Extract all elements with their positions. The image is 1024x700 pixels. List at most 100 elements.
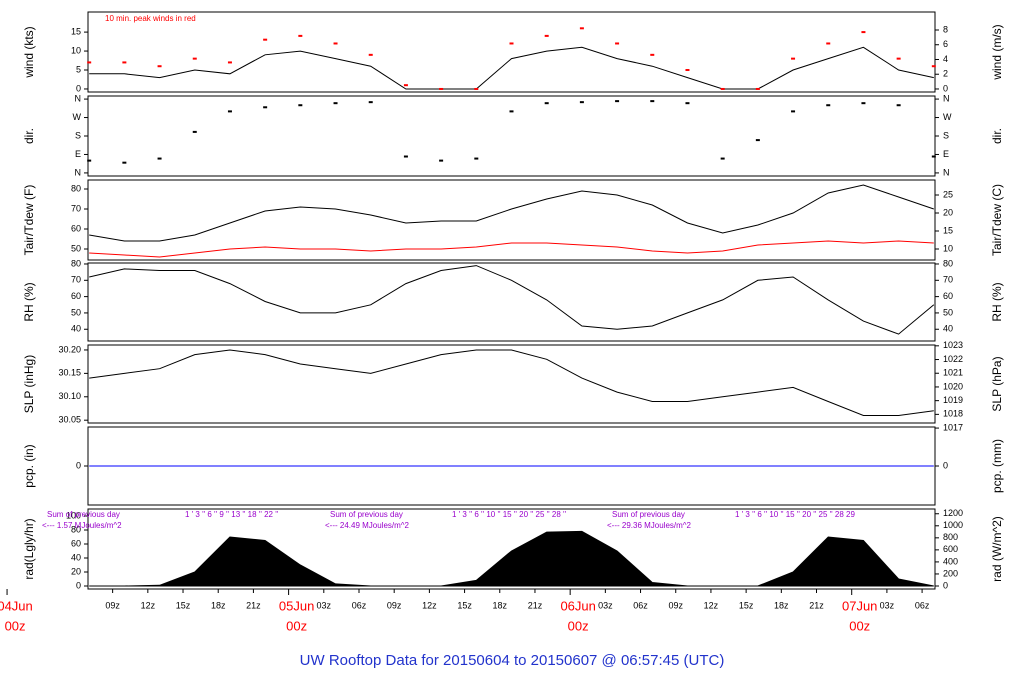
data-point: [615, 42, 620, 45]
y-axis-label: rad(Lgly/hr): [22, 518, 36, 579]
panel-frame: [87, 262, 936, 342]
y-tick-label: 30.20: [58, 344, 81, 354]
y-tick-label: 800: [943, 532, 958, 542]
panel-frame: [87, 95, 936, 177]
day-tick-sublabel: 00z: [568, 618, 589, 633]
data-point: [685, 102, 690, 105]
y-tick-label: 1023: [943, 340, 963, 350]
y-tick-label: 1018: [943, 409, 963, 419]
y2-axis-label: wind (m/s): [990, 24, 1004, 80]
x-tick-label: 21z: [528, 600, 543, 610]
y-tick-label: 50: [943, 307, 953, 317]
series-line: [89, 240, 934, 258]
data-point: [791, 57, 796, 60]
panel-frame: [87, 508, 936, 590]
y-tick-label: 60: [71, 291, 81, 301]
data-point: [263, 106, 268, 109]
y2-axis-label: rad (W/m^2): [990, 516, 1004, 582]
x-tick-label: 03z: [317, 600, 332, 610]
x-tick-label: 03z: [598, 600, 613, 610]
data-point: [755, 87, 760, 90]
data-point: [122, 61, 127, 64]
data-point: [474, 87, 479, 90]
data-point: [615, 100, 620, 103]
x-tick-label: 18z: [774, 600, 789, 610]
daily-sum-text: <--- 1.57 MJoules/m^2: [42, 521, 122, 530]
day-tick-label: 07Jun: [842, 598, 877, 613]
x-tick-label: 18z: [211, 600, 226, 610]
y-tick-label: 30.05: [58, 415, 81, 425]
y-axis-label: RH (%): [22, 282, 36, 321]
data-point: [896, 104, 901, 107]
daily-sum-heading: Sum of previous day: [612, 510, 685, 519]
y-tick-label: 0: [943, 460, 948, 470]
y-tick-label: 1021: [943, 368, 963, 378]
data-point: [861, 102, 866, 105]
y2-axis-label: SLP (hPa): [990, 356, 1004, 411]
y-tick-label: 60: [71, 223, 81, 233]
y-tick-label: 6: [943, 39, 948, 49]
y-axis-label: wind (kts): [22, 26, 36, 78]
x-tick-label: 12z: [422, 600, 437, 610]
x-tick-label: 12z: [704, 600, 719, 610]
data-point: [403, 155, 408, 158]
y-tick-label: 600: [943, 544, 958, 554]
data-point: [368, 53, 373, 56]
y-tick-label: S: [943, 130, 949, 140]
x-tick-label: 21z: [809, 600, 824, 610]
x-tick-label: 15z: [739, 600, 754, 610]
x-tick-label: 09z: [668, 600, 683, 610]
x-tick-label: 06z: [633, 600, 648, 610]
data-point: [192, 130, 197, 133]
data-point: [333, 102, 338, 105]
y-tick-label: 70: [71, 275, 81, 285]
y2-axis-label: Tair/Tdew (C): [990, 184, 1004, 256]
series-line: [89, 46, 934, 90]
data-point: [931, 155, 936, 158]
y-tick-label: 15: [943, 225, 953, 235]
data-point: [333, 42, 338, 45]
hour-marks: 1 ' 3 '' 6 '' 9 '' 13 '' 18 '' 22 '': [185, 510, 279, 519]
data-point: [439, 159, 444, 162]
data-point: [685, 69, 690, 72]
day-tick-label: 05Jun: [279, 598, 314, 613]
data-point: [544, 34, 549, 37]
y-tick-label: 70: [943, 275, 953, 285]
x-tick-label: 06z: [352, 600, 367, 610]
data-point: [263, 38, 268, 41]
y2-axis-label: dir.: [990, 128, 1004, 144]
data-point: [157, 157, 162, 160]
y-tick-label: 20: [71, 566, 81, 576]
panel-frame: [87, 344, 936, 424]
y-tick-label: 40: [71, 552, 81, 562]
data-point: [650, 100, 655, 103]
data-point: [896, 57, 901, 60]
data-point: [87, 159, 92, 162]
y-tick-label: 30.10: [58, 391, 81, 401]
y-axis-label: pcp. (in): [22, 444, 36, 487]
x-tick-label: 06z: [915, 600, 930, 610]
x-tick-label: 09z: [387, 600, 402, 610]
y-tick-label: 0: [943, 580, 948, 590]
data-point: [579, 101, 584, 104]
y-tick-label: 8: [943, 24, 948, 34]
y-tick-label: N: [75, 93, 82, 103]
y2-axis-label: pcp. (mm): [990, 439, 1004, 493]
annotation: 10 min. peak winds in red: [105, 14, 196, 23]
data-point: [298, 104, 303, 107]
y-tick-label: 50: [71, 307, 81, 317]
x-tick-label: 09z: [105, 600, 120, 610]
data-point: [227, 110, 232, 113]
daily-sum-text: <--- 24.49 MJoules/m^2: [325, 521, 410, 530]
series-line: [89, 184, 934, 242]
y-tick-label: W: [73, 112, 82, 122]
day-tick-label: 04Jun: [0, 598, 33, 613]
y-tick-label: 80: [943, 258, 953, 268]
data-point: [509, 110, 514, 113]
chart-title: UW Rooftop Data for 20150604 to 20150607…: [300, 652, 725, 669]
y-tick-label: 80: [71, 524, 81, 534]
data-point: [755, 139, 760, 142]
data-point: [826, 104, 831, 107]
daily-sum-text: <--- 29.36 MJoules/m^2: [607, 521, 692, 530]
